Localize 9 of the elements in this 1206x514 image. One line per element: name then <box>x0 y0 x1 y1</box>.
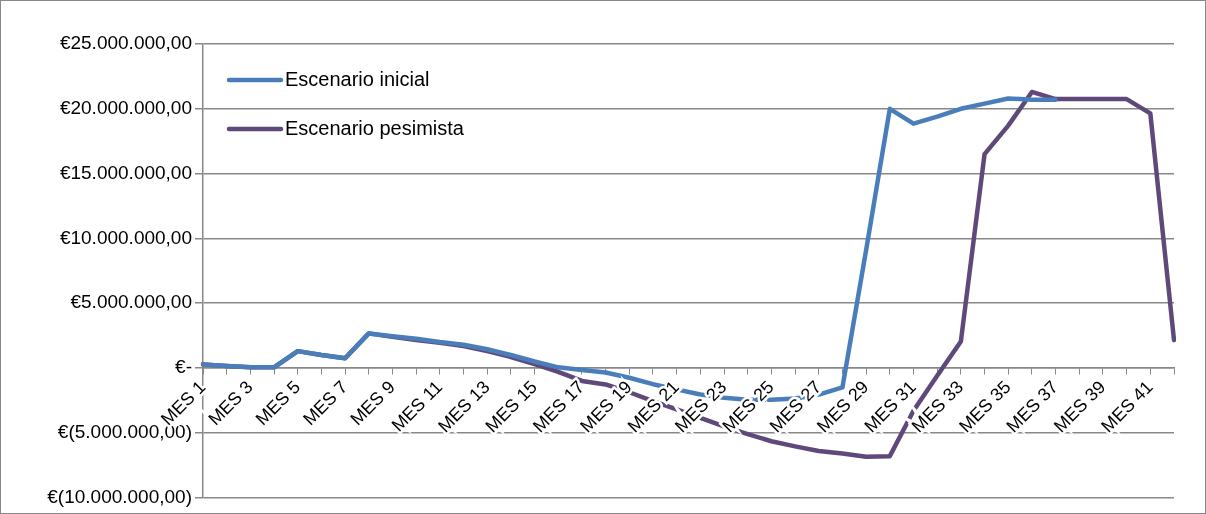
y-tick-label: €25.000.000,00 <box>59 32 192 54</box>
y-tick-label: €5.000.000,00 <box>70 291 192 313</box>
y-tick-label: €- <box>175 356 192 378</box>
legend-label: Escenario inicial <box>285 67 430 90</box>
y-tick-label: €(10.000.000,00) <box>47 485 192 507</box>
y-tick-label: €15.000.000,00 <box>59 161 192 183</box>
y-tick-label: €10.000.000,00 <box>59 226 192 248</box>
y-tick-label: €20.000.000,00 <box>59 97 192 119</box>
legend-label: Escenario pesimista <box>285 116 465 139</box>
